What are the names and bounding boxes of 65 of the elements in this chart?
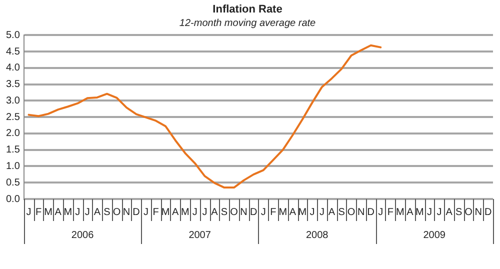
text: 2009 — [423, 230, 446, 241]
y-tick-label: 3.0 — [6, 95, 20, 106]
x-tick-label: M — [278, 206, 288, 218]
x-tick-label: A — [446, 206, 453, 218]
x-tick-label: F — [387, 206, 394, 218]
x-tick-label: D — [132, 206, 140, 218]
x-tick-label: J — [84, 206, 90, 218]
x-tick-label: M — [416, 206, 424, 218]
x-tick-label: D — [250, 206, 258, 218]
x-tick-label: M — [180, 206, 190, 218]
y-tick-label: 2.5 — [6, 112, 20, 123]
x-tick-label: A — [172, 206, 180, 218]
x-tick-label: J — [378, 206, 384, 218]
x-tick-label: N — [474, 206, 482, 218]
y-tick-label: 1.0 — [6, 160, 20, 172]
x-tick-label: A — [211, 206, 218, 218]
x-tick-label: O — [347, 206, 356, 218]
x-tick-label: D — [484, 206, 492, 218]
y-tick-label: 4.5 — [6, 46, 20, 58]
x-tick-label: D — [367, 206, 374, 218]
chart-subtitle: 12-month moving average rate — [179, 18, 316, 29]
x-tick-label: M — [396, 206, 404, 218]
y-tick-label: 0.0 — [6, 194, 20, 205]
x-tick-label: A — [94, 206, 101, 218]
x-tick-label: A — [54, 206, 62, 218]
text: 2007 — [188, 230, 212, 241]
x-tick-label: A — [328, 206, 336, 218]
x-tick-label: F — [36, 206, 42, 218]
x-tick-label: A — [406, 206, 414, 218]
x-tick-label: S — [220, 206, 228, 218]
text: 2006 — [71, 230, 94, 241]
x-tick-label: O — [112, 206, 121, 218]
x-tick-label: M — [298, 206, 307, 218]
x-tick-label: N — [357, 206, 365, 218]
x-tick-label: J — [192, 206, 198, 218]
x-tick-label: O — [230, 206, 238, 218]
y-tick-label: 0.5 — [6, 177, 20, 188]
x-tick-label: J — [26, 206, 32, 218]
x-tick-label: M — [64, 206, 72, 218]
x-tick-label: J — [319, 206, 324, 218]
x-tick-label: F — [152, 206, 159, 218]
x-tick-label: M — [161, 206, 170, 218]
x-tick-label: M — [44, 206, 53, 218]
y-tick-label: 3.5 — [6, 79, 20, 90]
x-tick-label: S — [338, 206, 346, 218]
x-tick-label: J — [310, 206, 315, 218]
x-tick-label: J — [202, 206, 208, 218]
x-tick-label: S — [104, 206, 111, 218]
y-tick-label: 5.0 — [6, 30, 20, 41]
x-tick-label: J — [75, 206, 80, 218]
x-tick-label: S — [455, 206, 462, 218]
x-tick-label: A — [289, 206, 296, 218]
y-tick-label: 2.0 — [6, 128, 20, 140]
x-tick-label: F — [270, 206, 276, 218]
x-tick-label: N — [240, 206, 248, 218]
x-tick-label: O — [464, 206, 473, 218]
chart-title: Inflation Rate — [212, 4, 282, 16]
x-tick-label: N — [122, 206, 130, 218]
text: 2008 — [306, 230, 329, 241]
y-tick-label: 1.5 — [6, 144, 20, 156]
x-tick-label: J — [426, 206, 432, 218]
x-tick-label: J — [260, 206, 266, 218]
x-tick-label: J — [144, 206, 149, 218]
x-tick-label: J — [436, 206, 442, 218]
y-tick-label: 4.0 — [6, 62, 20, 74]
